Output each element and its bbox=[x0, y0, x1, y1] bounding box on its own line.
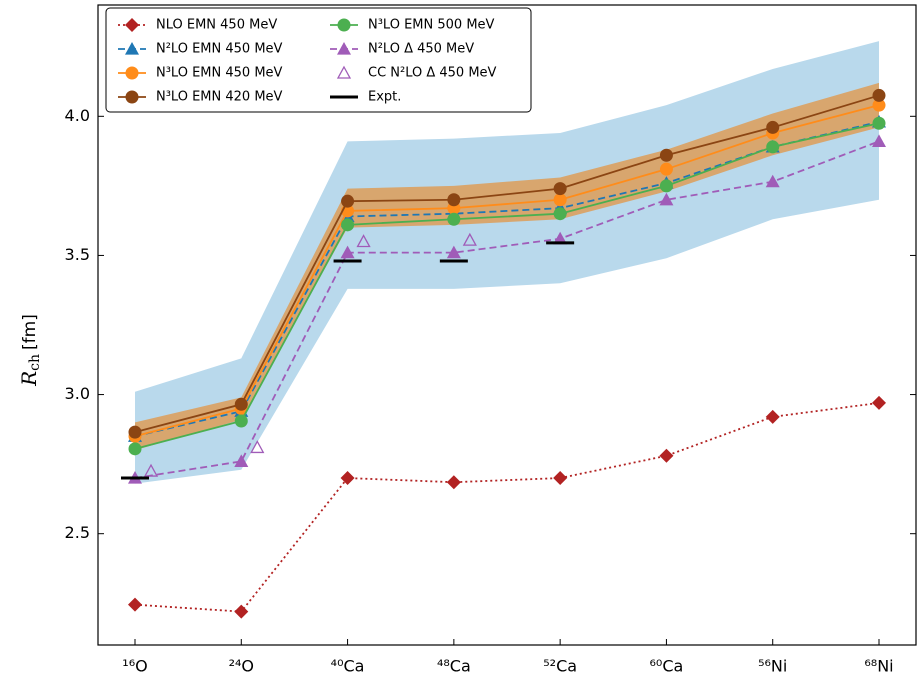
circle-marker bbox=[341, 218, 355, 232]
circle-marker bbox=[659, 179, 673, 193]
y-label-unit: [fm] bbox=[20, 314, 40, 350]
series-line bbox=[134, 120, 880, 438]
circle-marker bbox=[659, 148, 673, 162]
circle-marker bbox=[872, 116, 886, 130]
x-tick-label: ¹⁶O bbox=[122, 657, 147, 676]
legend-label: NLO EMN 450 MeV bbox=[156, 18, 277, 33]
open-triangle-marker bbox=[462, 232, 477, 246]
circle-marker bbox=[128, 425, 142, 439]
x-tick-label: ⁵²Ca bbox=[543, 657, 577, 676]
y-tick-label: 3.0 bbox=[65, 384, 90, 403]
x-tick-label: ⁴⁰Ca bbox=[331, 657, 365, 676]
y-tick-label: 3.5 bbox=[65, 245, 90, 264]
legend-label: N³LO EMN 420 MeV bbox=[156, 90, 283, 105]
x-tick-label: ⁴⁸Ca bbox=[437, 657, 471, 676]
diamond-marker bbox=[765, 409, 780, 424]
triangle-marker bbox=[337, 42, 351, 55]
circle-marker bbox=[553, 193, 567, 207]
diamond-marker bbox=[872, 395, 886, 410]
circle-marker bbox=[766, 120, 780, 134]
diamond-marker bbox=[446, 475, 461, 490]
open-triangle-marker bbox=[250, 440, 265, 454]
circle-marker bbox=[872, 88, 886, 102]
triangle-marker bbox=[872, 134, 886, 147]
y-tick-label: 2.5 bbox=[65, 523, 90, 542]
open-triangle-marker bbox=[143, 463, 159, 477]
triangle-marker bbox=[125, 42, 139, 55]
triangle-marker bbox=[446, 245, 461, 259]
legend-label: CC N²LO Δ 450 MeV bbox=[368, 66, 497, 81]
triangle-marker bbox=[234, 454, 249, 467]
diamond-marker bbox=[659, 448, 674, 463]
series-line bbox=[134, 104, 880, 438]
legend: NLO EMN 450 MeV N²LO EMN 450 MeV N³LO EMN … bbox=[105, 7, 532, 113]
triangle-marker bbox=[340, 245, 355, 259]
open-triangle-marker bbox=[356, 234, 371, 248]
triangle-marker bbox=[553, 231, 568, 245]
series-line bbox=[134, 140, 880, 479]
legend-label: Expt. bbox=[368, 90, 401, 105]
circle-marker bbox=[341, 194, 355, 208]
x-tick-label: ⁵⁶Ni bbox=[758, 657, 787, 676]
circle-marker bbox=[553, 182, 567, 196]
circle-marker bbox=[234, 414, 248, 428]
diamond-marker bbox=[553, 471, 568, 486]
series-line bbox=[134, 402, 880, 613]
y-label-subscript: ch bbox=[27, 354, 43, 371]
triangle-marker bbox=[659, 192, 674, 206]
legend-label: N³LO EMN 500 MeV bbox=[368, 18, 495, 33]
x-tick-label: ²⁴O bbox=[229, 657, 254, 676]
legend-label: N²LO Δ 450 MeV bbox=[368, 42, 474, 57]
legend-label: N³LO EMN 450 MeV bbox=[156, 66, 283, 81]
open-triangle-marker bbox=[336, 65, 352, 79]
diamond-marker bbox=[340, 471, 355, 486]
series-line bbox=[134, 122, 880, 450]
y-axis-label: Rch [fm] bbox=[17, 314, 44, 387]
series-line bbox=[134, 94, 880, 434]
diamond-marker bbox=[125, 18, 139, 32]
y-label-symbol: R bbox=[17, 371, 41, 387]
plot-frame bbox=[97, 4, 917, 646]
circle-marker bbox=[125, 66, 139, 80]
circle-marker bbox=[447, 212, 461, 226]
uncertainty-band bbox=[135, 82, 879, 451]
triangle-marker bbox=[765, 174, 780, 188]
circle-marker bbox=[766, 140, 780, 154]
circle-marker bbox=[447, 193, 461, 207]
diamond-marker bbox=[128, 597, 142, 612]
circle-marker bbox=[553, 207, 567, 221]
circle-marker bbox=[337, 18, 351, 32]
circle-marker bbox=[125, 90, 139, 104]
circle-marker bbox=[872, 98, 886, 112]
circle-marker bbox=[234, 397, 248, 411]
x-tick-label: ⁶⁰Ca bbox=[650, 657, 684, 676]
x-tick-label: ⁶⁸Ni bbox=[864, 657, 893, 676]
circle-marker bbox=[659, 162, 673, 176]
y-tick-label: 4.0 bbox=[65, 106, 90, 125]
legend-label: N²LO EMN 450 MeV bbox=[156, 42, 283, 57]
diamond-marker bbox=[234, 604, 249, 619]
legend-box bbox=[105, 7, 532, 113]
circle-marker bbox=[128, 442, 142, 456]
